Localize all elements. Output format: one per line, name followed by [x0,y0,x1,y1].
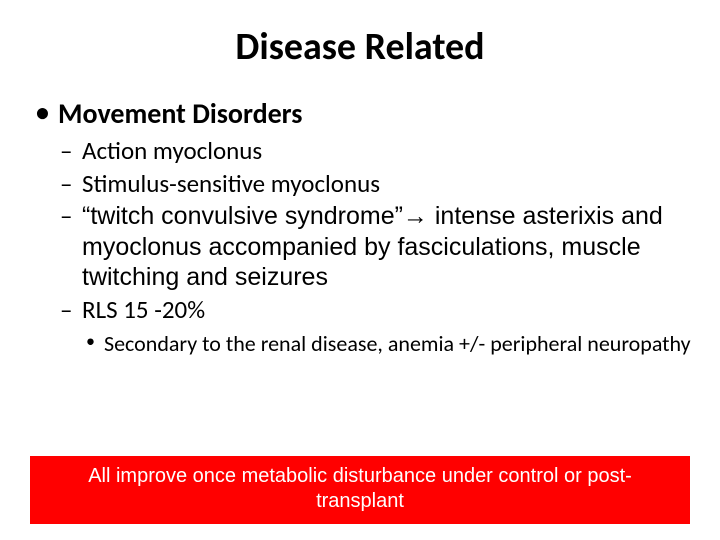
lvl2-item-1: Stimulus-sensitive myoclonus [58,169,692,200]
lvl2-text: Stimulus-sensitive myoclonus [82,168,380,199]
callout-box: All improve once metabolic disturbance u… [30,456,690,524]
lvl1-label: Movement Disorders [58,96,302,131]
lvl2-item-0: Action myoclonus [58,136,692,167]
lvl2-text: RLS 15 -20% [82,294,205,325]
lvl3-text: Secondary to the renal disease, anemia +… [104,330,691,357]
slide: Disease Related Movement Disorders Actio… [0,0,720,540]
content-area: Movement Disorders Action myoclonus Stim… [28,98,692,358]
bullet-list-lvl1: Movement Disorders Action myoclonus Stim… [34,98,692,358]
lvl1-item-movement-disorders: Movement Disorders Action myoclonus Stim… [34,98,692,358]
bullet-list-lvl2: Action myoclonus Stimulus-sensitive myoc… [58,136,692,358]
lvl2-text: “twitch convulsive syndrome”→ intense as… [82,202,663,291]
lvl2-text: Action myoclonus [82,135,262,166]
lvl2-item-3: RLS 15 -20% Secondary to the renal disea… [58,295,692,358]
callout-text: All improve once metabolic disturbance u… [88,465,632,512]
lvl2-item-2: “twitch convulsive syndrome”→ intense as… [58,201,692,293]
lvl3-item-0: Secondary to the renal disease, anemia +… [82,331,692,358]
slide-title: Disease Related [28,24,692,70]
bullet-list-lvl3: Secondary to the renal disease, anemia +… [82,331,692,358]
